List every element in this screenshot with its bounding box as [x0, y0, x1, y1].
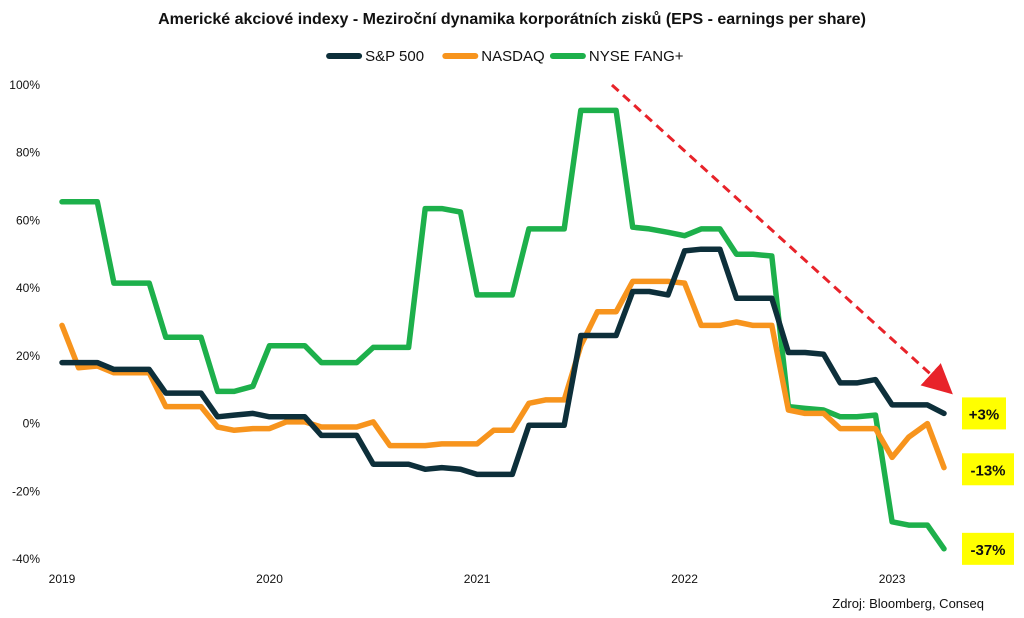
annotation-layer	[610, 83, 953, 395]
x-tick-label: 2022	[671, 572, 698, 586]
x-tick-label: 2021	[464, 572, 491, 586]
legend: S&P 500 NASDAQ NYSE FANG+	[326, 48, 684, 65]
y-tick-label: 60%	[16, 213, 40, 227]
end-label-box-nyse-fang	[962, 532, 1014, 565]
chart-source: Zdroj: Bloomberg, Conseq	[832, 596, 984, 611]
end-label-nyse-fang: -37%	[970, 542, 1005, 559]
legend-label-nasdaq: NASDAQ	[481, 48, 544, 65]
series-line-s-p-500	[59, 246, 947, 478]
end-label-box-nasdaq	[962, 453, 1014, 486]
series-line-nasdaq	[59, 278, 947, 471]
x-axis: 2019 2020 2021 2022 2023	[49, 572, 906, 586]
legend-label-s-p-500: S&P 500	[365, 48, 424, 65]
end-label-s-p-500: +3%	[969, 406, 999, 423]
y-tick-label: 20%	[16, 349, 40, 363]
y-tick-label: -40%	[12, 552, 40, 566]
end-label-box-s-p-500	[962, 397, 1006, 430]
end-label-nasdaq: -13%	[970, 462, 1005, 479]
y-tick-label: -20%	[12, 484, 40, 498]
trend-arrow	[610, 83, 953, 395]
series-line-nyse-fang	[59, 107, 947, 552]
series-lines	[59, 107, 947, 552]
y-tick-label: 100%	[9, 78, 40, 92]
y-tick-label: 80%	[16, 146, 40, 160]
y-tick-label: 0%	[23, 417, 41, 431]
chart-title: Americké akciové indexy - Meziroční dyna…	[158, 11, 866, 28]
end-labels: +3% -13% -37%	[962, 397, 1014, 565]
y-axis: -40% -20% 0% 20% 40% 60% 80% 100%	[9, 78, 40, 566]
legend-label-nyse-fang: NYSE FANG+	[589, 48, 684, 65]
x-tick-label: 2019	[49, 572, 76, 586]
x-tick-label: 2020	[256, 572, 283, 586]
y-tick-label: 40%	[16, 281, 40, 295]
x-tick-label: 2023	[879, 572, 906, 586]
